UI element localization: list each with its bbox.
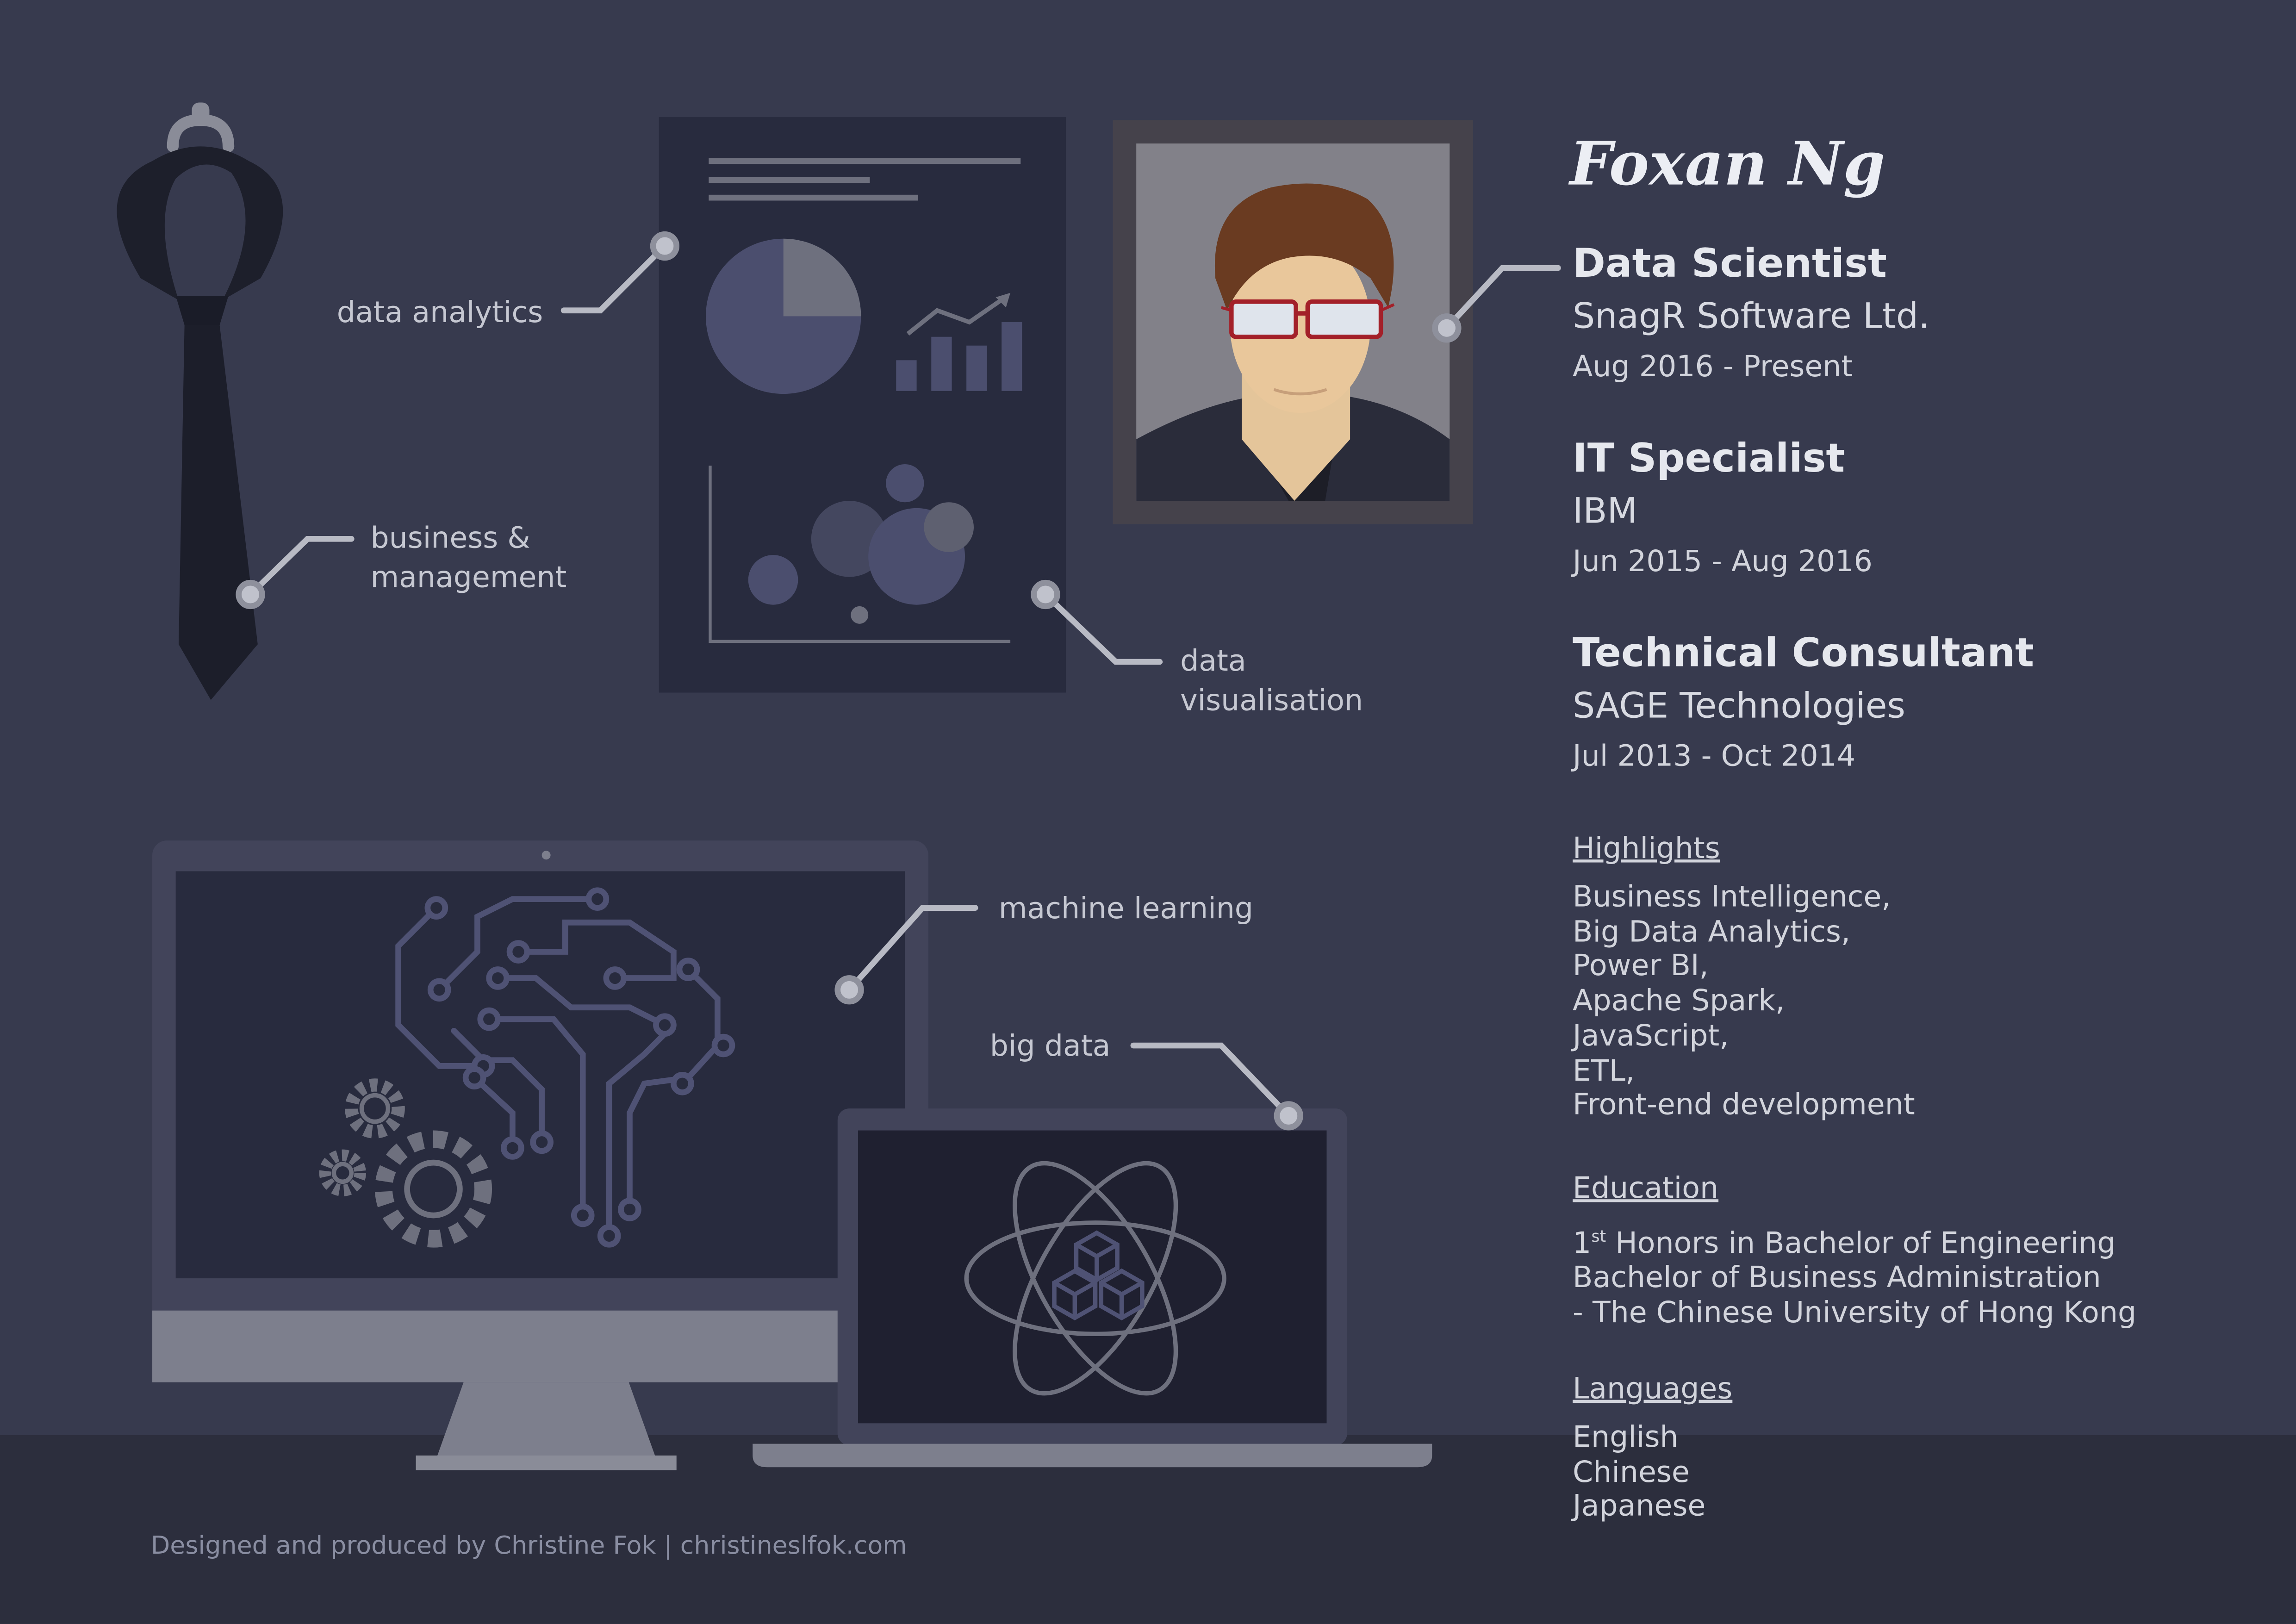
pointer-lines: [247, 243, 1561, 1119]
circuit-nodes: [424, 887, 735, 1248]
job-dates: Jun 2015 - Aug 2016: [1573, 543, 1873, 579]
education-heading: Education: [1573, 1170, 1719, 1205]
highlights-heading: Highlights: [1573, 830, 1720, 865]
job-title: Technical Consultant: [1573, 631, 2035, 677]
list-item: Power BI,: [1573, 948, 1709, 983]
skill-label-data-vis-line2: visualisation: [1180, 682, 1363, 718]
necktie-icon: [117, 102, 283, 700]
languages-list: English Chinese Japanese: [1573, 1419, 1706, 1524]
degree-ordinal-suffix: st: [1591, 1227, 1606, 1246]
job-company: SAGE Technologies: [1573, 685, 1906, 727]
pointer-dots: [236, 231, 1462, 1131]
list-item: Front-end development: [1573, 1087, 1915, 1122]
university: - The Chinese University of Hong Kong: [1573, 1294, 2137, 1330]
gears-icon: [319, 1078, 492, 1248]
job-company: SnagR Software Ltd.: [1573, 296, 1930, 337]
list-item: Japanese: [1573, 1488, 1706, 1524]
skill-label-data-vis-line1: data: [1180, 642, 1246, 678]
cubes-icon: [1052, 1230, 1145, 1320]
report-chart-icon: [659, 117, 1066, 693]
credit-footer: Designed and produced by Christine Fok |…: [150, 1531, 907, 1561]
circuit-brain-icon: [395, 896, 721, 1233]
list-item: Chinese: [1573, 1453, 1690, 1489]
job-dates: Aug 2016 - Present: [1573, 348, 1853, 384]
skill-label-machine-learning: machine learning: [998, 890, 1254, 926]
desktop-monitor-icon: [152, 840, 928, 1470]
highlights-list: Business Intelligence, Big Data Analytic…: [1573, 878, 1915, 1123]
degree-2: Bachelor of Business Administration: [1573, 1260, 2101, 1295]
list-item: English: [1573, 1419, 1679, 1454]
degree-1-text: Honors in Bachelor of Engineering: [1606, 1225, 2116, 1261]
skill-label-big-data: big data: [989, 1028, 1111, 1063]
list-item: Business Intelligence,: [1573, 878, 1891, 914]
job-title: Data Scientist: [1573, 242, 1887, 287]
person-name: Foxan Ng: [1569, 129, 1885, 199]
degree-ordinal: 1: [1573, 1225, 1592, 1261]
languages-heading: Languages: [1573, 1370, 1733, 1406]
list-item: Big Data Analytics,: [1573, 913, 1850, 949]
degree-1: 1st Honors in Bachelor of Engineering: [1573, 1220, 2136, 1262]
list-item: JavaScript,: [1573, 1017, 1729, 1053]
education-list: 1st Honors in Bachelor of Engineering Ba…: [1573, 1220, 2136, 1331]
job-title: IT Specialist: [1573, 436, 1845, 482]
laptop-icon: [753, 1108, 1432, 1468]
framed-portrait-icon: [1113, 120, 1473, 524]
skill-label-business-line1: business &: [370, 520, 530, 555]
skill-label-data-analytics: data analytics: [336, 294, 543, 330]
job-dates: Jul 2013 - Oct 2014: [1573, 738, 1856, 773]
job-company: IBM: [1573, 490, 1638, 532]
skill-label-business-line2: management: [370, 559, 567, 595]
list-item: ETL,: [1573, 1052, 1635, 1088]
list-item: Apache Spark,: [1573, 983, 1785, 1018]
